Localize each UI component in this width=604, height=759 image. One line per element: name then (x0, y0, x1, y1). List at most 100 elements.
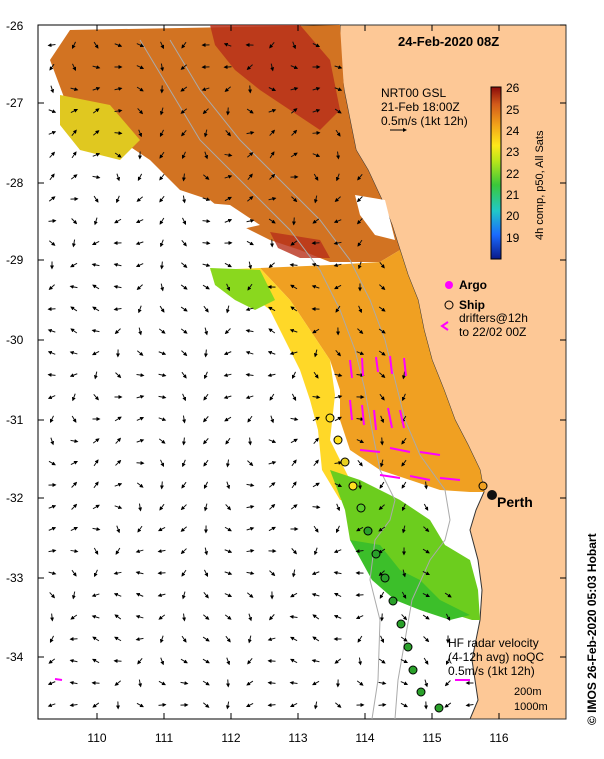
current-arrow-icon (115, 372, 122, 379)
current-arrow-icon (48, 658, 56, 664)
current-arrow-icon (400, 658, 409, 664)
current-arrow-icon (138, 679, 143, 688)
current-arrow-icon (223, 42, 232, 47)
current-arrow-icon (182, 217, 187, 226)
current-arrow-icon (71, 41, 76, 50)
current-arrow-icon (334, 483, 343, 488)
current-arrow-icon (203, 503, 208, 512)
current-arrow-icon (290, 306, 298, 312)
city-label: Perth (497, 494, 533, 510)
current-arrow-icon (202, 241, 211, 246)
current-arrow-icon (292, 41, 297, 50)
current-arrow-icon (334, 460, 343, 465)
current-arrow-icon (356, 218, 363, 225)
current-arrow-icon (48, 526, 57, 531)
current-arrow-icon (312, 482, 320, 488)
current-arrow-icon (401, 591, 407, 599)
current-arrow-icon (47, 350, 56, 355)
current-arrow-icon (136, 702, 144, 708)
current-arrow-icon (336, 151, 341, 160)
current-arrow-icon (203, 481, 209, 490)
current-arrow-icon (246, 218, 255, 223)
current-arrow-icon (180, 504, 187, 511)
current-arrow-icon (160, 41, 165, 50)
current-arrow-icon (268, 482, 276, 488)
current-arrow-icon (113, 284, 122, 289)
current-arrow-icon (91, 241, 100, 246)
current-arrow-icon (180, 526, 187, 532)
current-arrow-icon (290, 658, 298, 664)
current-arrow-icon (113, 262, 122, 267)
current-arrow-icon (224, 153, 233, 158)
current-arrow-icon (113, 592, 122, 597)
current-arrow-icon (71, 591, 76, 600)
current-arrow-icon (157, 571, 166, 576)
current-arrow-icon (137, 350, 144, 356)
current-arrow-icon (49, 415, 54, 424)
current-arrow-icon (48, 218, 57, 223)
y-tick-label: -28 (6, 176, 24, 190)
current-arrow-icon (159, 305, 165, 313)
credit-text: © IMOS 26-Feb-2020 05:03 Hobart (585, 533, 599, 725)
x-tick-label: 115 (422, 731, 441, 745)
current-arrow-icon (333, 219, 342, 224)
current-arrow-icon (313, 547, 318, 556)
current-arrow-icon (312, 416, 320, 422)
current-arrow-icon (445, 657, 450, 666)
y-tick-label: -32 (6, 491, 24, 505)
current-arrow-icon (245, 372, 254, 377)
current-arrow-icon (158, 438, 166, 444)
colorbar-label: 4h comp, p50, All Sats (534, 130, 546, 240)
current-arrow-icon (312, 680, 320, 686)
current-arrow-icon (247, 415, 253, 423)
current-arrow-icon (202, 263, 211, 268)
current-arrow-icon (401, 459, 407, 467)
current-arrow-icon (113, 571, 122, 576)
current-arrow-icon (423, 636, 430, 643)
current-arrow-icon (93, 371, 98, 380)
current-arrow-icon (378, 328, 386, 334)
current-arrow-icon (355, 615, 364, 620)
current-arrow-icon (201, 87, 210, 92)
current-arrow-icon (71, 393, 76, 402)
current-arrow-icon (47, 372, 56, 377)
current-arrow-icon (401, 525, 406, 534)
current-arrow-icon (379, 372, 386, 379)
current-arrow-icon (290, 284, 298, 290)
current-arrow-icon (136, 416, 145, 421)
current-arrow-icon (269, 129, 276, 136)
current-arrow-icon (401, 481, 407, 489)
current-arrow-icon (267, 373, 276, 378)
current-arrow-icon (48, 548, 57, 553)
current-arrow-icon (50, 437, 55, 446)
current-arrow-icon (91, 614, 100, 619)
current-arrow-icon (246, 548, 255, 553)
current-arrow-icon (248, 261, 253, 270)
nrt-legend-line3: 0.5m/s (1kt 12h) (381, 114, 468, 128)
current-arrow-icon (313, 701, 318, 710)
current-arrow-icon (358, 657, 363, 666)
current-arrow-icon (114, 86, 123, 91)
current-arrow-icon (445, 613, 451, 621)
sst-hot-patch (270, 232, 330, 258)
current-arrow-icon (312, 395, 321, 400)
current-arrow-icon (203, 591, 209, 599)
current-arrow-icon (291, 393, 297, 401)
current-arrow-icon (202, 108, 209, 115)
current-arrow-icon (333, 614, 342, 619)
current-arrow-icon (312, 328, 320, 334)
current-arrow-icon (312, 505, 321, 510)
current-arrow-icon (401, 503, 406, 512)
current-arrow-icon (334, 196, 341, 203)
current-arrow-icon (225, 305, 230, 314)
current-arrow-icon (47, 328, 56, 333)
colorbar-tick: 20 (506, 209, 520, 223)
y-tick-label: -30 (6, 333, 24, 347)
current-arrow-icon (92, 65, 101, 70)
current-arrow-icon (181, 591, 186, 600)
current-arrow-icon (422, 614, 430, 620)
current-arrow-icon (465, 703, 474, 708)
sst-yellow-west (60, 95, 140, 160)
cloud-gap (170, 200, 260, 232)
current-arrow-icon (423, 657, 429, 665)
